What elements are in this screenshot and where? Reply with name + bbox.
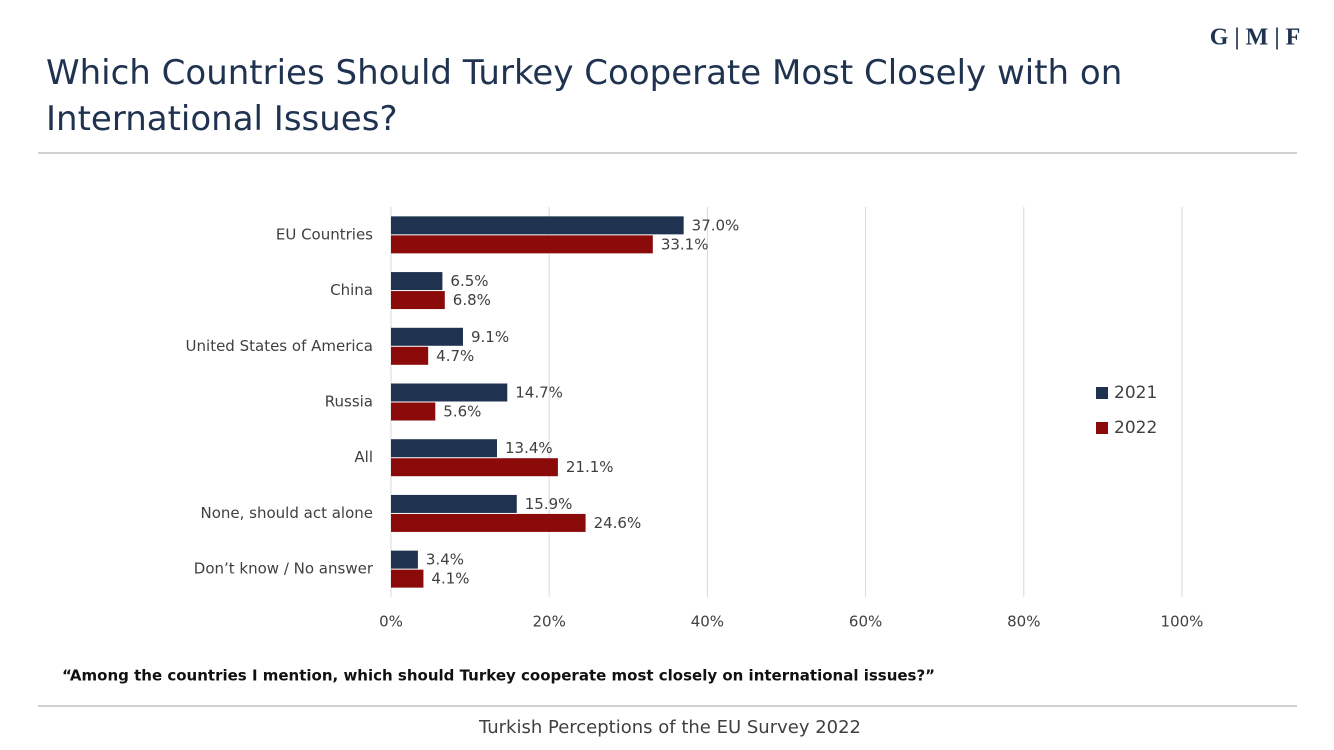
bar — [391, 494, 517, 513]
bar — [391, 439, 497, 458]
bar — [391, 216, 684, 235]
value-label: 21.1% — [566, 458, 614, 476]
x-tick-label: 80% — [1007, 613, 1040, 631]
y-tick-label: None, should act alone — [201, 504, 374, 522]
x-tick-label: 40% — [691, 613, 724, 631]
value-label: 14.7% — [515, 384, 563, 402]
y-tick-label: All — [354, 448, 373, 466]
bar — [391, 550, 418, 569]
value-label: 4.1% — [431, 570, 469, 588]
note: “Among the countries I mention, which sh… — [62, 667, 935, 685]
bar — [391, 291, 445, 310]
value-label: 5.6% — [443, 403, 481, 421]
logo: G | M | F — [1210, 25, 1301, 51]
legend-swatch — [1096, 422, 1108, 434]
bar — [391, 383, 508, 402]
bar — [391, 346, 429, 365]
x-tick-label: 60% — [849, 613, 882, 631]
value-label: 24.6% — [594, 514, 642, 532]
bar — [391, 569, 424, 588]
chart-title: Which Countries Should Turkey Cooperate … — [46, 53, 1123, 139]
bar — [391, 235, 653, 254]
value-label: 6.8% — [453, 291, 491, 309]
x-tick-label: 0% — [379, 613, 403, 631]
legend-label: 2022 — [1114, 418, 1157, 438]
bar — [391, 327, 463, 346]
y-tick-label: Don’t know / No answer — [194, 560, 374, 578]
bar — [391, 513, 586, 532]
y-tick-label: United States of America — [186, 337, 373, 355]
value-label: 33.1% — [661, 235, 709, 253]
footer: Turkish Perceptions of the EU Survey 202… — [478, 717, 861, 738]
value-label: 15.9% — [525, 495, 573, 513]
value-label: 37.0% — [692, 216, 740, 234]
value-label: 3.4% — [426, 551, 464, 569]
y-tick-label: China — [330, 281, 373, 299]
bar — [391, 272, 443, 291]
x-tick-label: 20% — [533, 613, 566, 631]
bar — [391, 458, 558, 477]
y-tick-label: Russia — [325, 393, 373, 411]
bar — [391, 402, 436, 421]
y-tick-label: EU Countries — [276, 225, 373, 243]
legend-swatch — [1096, 387, 1108, 399]
title-box: Which Countries Should Turkey Cooperate … — [46, 53, 1123, 139]
value-label: 13.4% — [505, 439, 553, 457]
value-label: 6.5% — [450, 272, 488, 290]
value-label: 4.7% — [436, 347, 474, 365]
legend-label: 2021 — [1114, 383, 1157, 403]
x-tick-label: 100% — [1161, 613, 1204, 631]
value-label: 9.1% — [471, 328, 509, 346]
